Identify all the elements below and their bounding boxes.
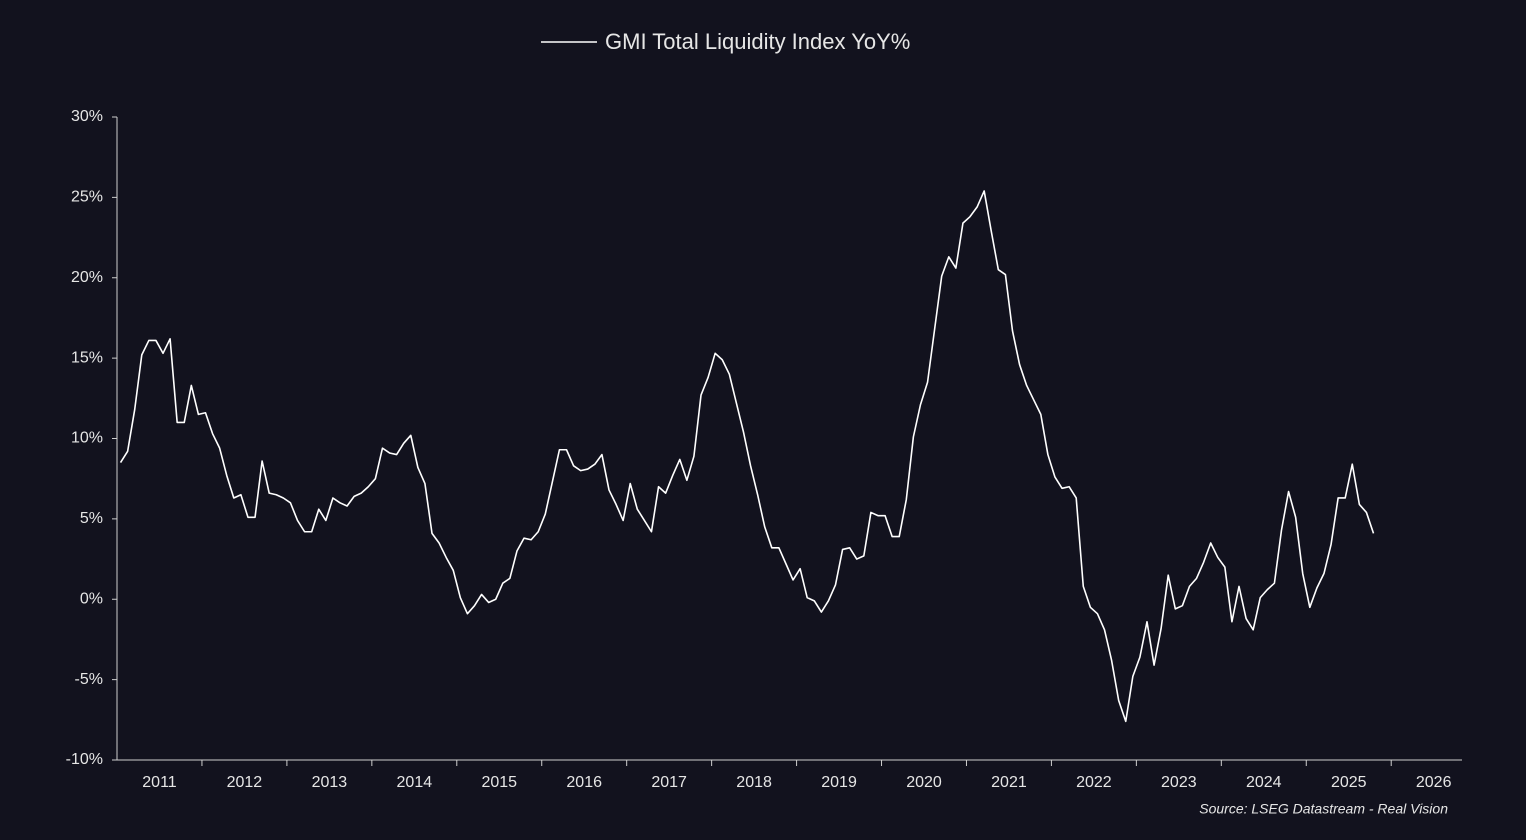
y-tick-label: -5% [75,671,103,688]
source-note: Source: LSEG Datastream - Real Vision [1199,801,1448,817]
x-tick-label: 2016 [566,774,602,791]
x-tick-label: 2015 [481,774,517,791]
x-tick-label: 2024 [1246,774,1282,791]
x-tick-label: 2017 [651,774,687,791]
y-tick-label: 25% [71,189,103,206]
y-tick-label: 15% [71,349,103,366]
y-tick-label: 10% [71,430,103,447]
y-tick-label: -10% [66,751,103,768]
legend-label: GMI Total Liquidity Index YoY% [605,29,910,54]
data-line [119,190,1375,723]
x-tick-label: 2021 [991,774,1027,791]
x-tick-label: 2020 [906,774,942,791]
x-tick-label: 2023 [1161,774,1197,791]
x-tick-label: 2013 [312,774,348,791]
y-tick-label: 20% [71,269,103,286]
x-tick-label: 2014 [397,774,433,791]
x-tick-label: 2011 [142,774,177,791]
x-tick-label: 2019 [821,774,857,791]
x-tick-label: 2022 [1076,774,1112,791]
x-tick-label: 2025 [1331,774,1367,791]
y-tick-label: 0% [80,590,103,607]
x-tick-label: 2018 [736,774,772,791]
y-tick-label: 30% [71,108,103,125]
x-tick-label: 2012 [227,774,263,791]
y-tick-label: 5% [80,510,103,527]
x-tick-label: 2026 [1416,774,1452,791]
